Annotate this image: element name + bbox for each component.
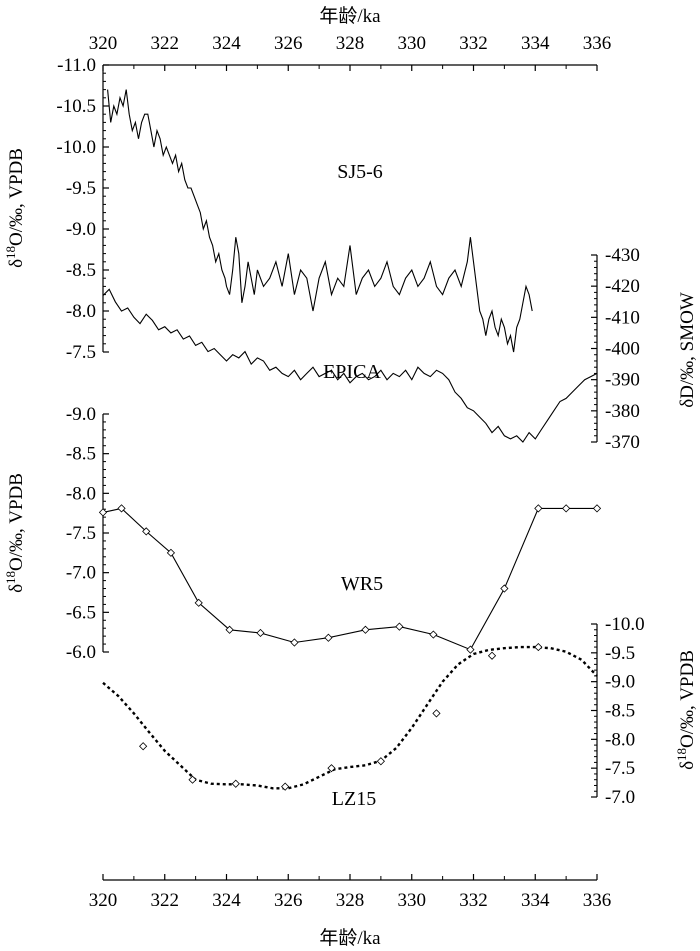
panel-2-data-point bbox=[429, 630, 438, 639]
panel-2-y-tick-label-5: -6.5 bbox=[66, 602, 96, 623]
bottom-x-tick-label-320: 320 bbox=[89, 890, 118, 911]
bottom-x-tick-label-336: 336 bbox=[583, 890, 612, 911]
panel-1-y-tick-label-1: -420 bbox=[605, 276, 640, 297]
panel-2-y-tick-label-4: -7.0 bbox=[66, 563, 96, 584]
panel-3-y-tick-label-4: -8.0 bbox=[605, 729, 635, 750]
panel-2-data-point bbox=[562, 504, 571, 513]
panel-3-data-point bbox=[139, 742, 148, 751]
panel-0-y-tick-label-0: -11.0 bbox=[57, 55, 96, 76]
panel-2-data-point bbox=[466, 645, 475, 654]
panel-3-y-tick-label-3: -8.5 bbox=[605, 701, 635, 722]
panel-0-y-tick-label-4: -9.0 bbox=[66, 219, 96, 240]
bottom-x-tick-label-334: 334 bbox=[521, 890, 550, 911]
panel-2-data-point bbox=[166, 548, 176, 557]
panel-2-y-axis-title: δ18O/‰, VPDB bbox=[3, 473, 28, 593]
bottom-x-tick-label-328: 328 bbox=[336, 890, 365, 911]
plot-layer: 320 320 322 322 324 324 326 326 328 328 330 330 332 3… bbox=[3, 33, 699, 911]
panel-0-y-tick-label-2: -10.0 bbox=[56, 137, 96, 158]
bottom-x-tick-label-322: 322 bbox=[151, 890, 180, 911]
panel-2-data-point bbox=[194, 598, 203, 607]
panel-3-data-point bbox=[281, 782, 290, 791]
panel-2-data-point bbox=[117, 504, 126, 513]
panel-2-y-tick-label-2: -8.0 bbox=[66, 483, 96, 504]
panel-3-y-tick-label-1: -9.5 bbox=[605, 643, 635, 664]
panel-1-y-tick-label-6: -370 bbox=[605, 432, 640, 453]
panel-2-data-point bbox=[256, 628, 265, 638]
panel-0-y-tick-label-1: -10.5 bbox=[56, 96, 96, 117]
panel-3-y-tick-label-2: -9.0 bbox=[605, 672, 635, 693]
panel-1-y-tick-label-4: -390 bbox=[605, 370, 640, 391]
top-x-axis-title: 年龄/ka bbox=[319, 5, 381, 27]
panel-0-y-tick-label-6: -8.0 bbox=[66, 301, 96, 322]
panel-0-y-axis-title: δ18O/‰, VPDB bbox=[3, 148, 28, 268]
panel-2-y-tick-label-1: -8.5 bbox=[66, 444, 96, 465]
panel-2-data-point bbox=[324, 633, 333, 642]
panel-2-data-point bbox=[98, 508, 108, 517]
panel-1-y-tick-label-5: -380 bbox=[605, 401, 640, 422]
bottom-x-tick-label-326: 326 bbox=[274, 890, 303, 911]
panel-0-y-tick-label-3: -9.5 bbox=[66, 178, 96, 199]
panel-1-series-line bbox=[102, 288, 598, 443]
panel-2-series-label: WR5 bbox=[341, 573, 383, 595]
panel-2-data-point bbox=[500, 584, 509, 593]
panel-1-y-tick-label-0: -430 bbox=[605, 245, 640, 266]
panel-3-y-axis-title: δ18O/‰, VPDB bbox=[674, 650, 699, 770]
panel-3-data-point bbox=[376, 757, 385, 766]
panel-3-y-tick-label-5: -7.5 bbox=[605, 758, 635, 779]
panel-1-y-tick-label-3: -400 bbox=[605, 339, 640, 360]
panel-1-y-tick-label-2: -410 bbox=[605, 307, 640, 328]
bottom-x-tick-label-332: 332 bbox=[459, 890, 488, 911]
panel-3-data-point bbox=[432, 709, 441, 718]
panel-3-data-point bbox=[327, 764, 336, 773]
panel-2-data-point bbox=[592, 504, 602, 513]
panel-2-data-point bbox=[534, 504, 543, 513]
top-x-tick-label-324: 324 bbox=[212, 33, 241, 54]
top-x-tick-label-334: 334 bbox=[521, 33, 550, 54]
panel-2-y-tick-label-0: -9.0 bbox=[66, 404, 96, 425]
panel-1-y-axis-title: δD/‰, SMOW bbox=[677, 292, 698, 408]
panel-0-y-tick-label-5: -8.5 bbox=[66, 260, 96, 281]
panel-3-series-label: LZ15 bbox=[332, 788, 376, 810]
top-x-tick-label-326: 326 bbox=[274, 33, 303, 54]
top-x-tick-label-322: 322 bbox=[151, 33, 180, 54]
bottom-x-axis-title: 年龄/ka bbox=[319, 927, 381, 949]
panel-0-y-tick-label-7: -7.5 bbox=[66, 342, 96, 363]
panel-2-data-point bbox=[225, 625, 234, 634]
top-x-tick-label-332: 332 bbox=[459, 33, 488, 54]
bottom-x-tick-label-324: 324 bbox=[212, 890, 241, 911]
panel-3-y-tick-label-0: -10.0 bbox=[605, 614, 645, 635]
top-x-tick-label-328: 328 bbox=[336, 33, 365, 54]
panel-2-data-point bbox=[290, 638, 299, 647]
panel-2-y-tick-label-3: -7.5 bbox=[66, 523, 96, 544]
panel-2-data-point bbox=[142, 527, 151, 536]
panel-3-series-line bbox=[102, 645, 598, 790]
panel-3-data-point bbox=[534, 642, 543, 652]
top-x-tick-label-330: 330 bbox=[398, 33, 427, 54]
panel-3-data-point bbox=[231, 779, 240, 788]
panel-3-y-tick-label-6: -7.0 bbox=[605, 787, 635, 808]
panel-3-data-point bbox=[188, 775, 197, 784]
top-x-tick-label-320: 320 bbox=[89, 33, 118, 54]
panel-2-y-tick-label-6: -6.0 bbox=[66, 642, 96, 663]
panel-2-data-point bbox=[361, 625, 370, 634]
panel-0-series-label: SJ5-6 bbox=[337, 161, 383, 183]
panel-2-data-point bbox=[395, 622, 404, 631]
panel-1-series-label: EPICA bbox=[323, 361, 381, 383]
panel-3-data-point bbox=[487, 651, 497, 660]
bottom-x-tick-label-330: 330 bbox=[398, 890, 427, 911]
top-x-tick-label-336: 336 bbox=[583, 33, 612, 54]
panel-0-series-line bbox=[107, 89, 533, 353]
